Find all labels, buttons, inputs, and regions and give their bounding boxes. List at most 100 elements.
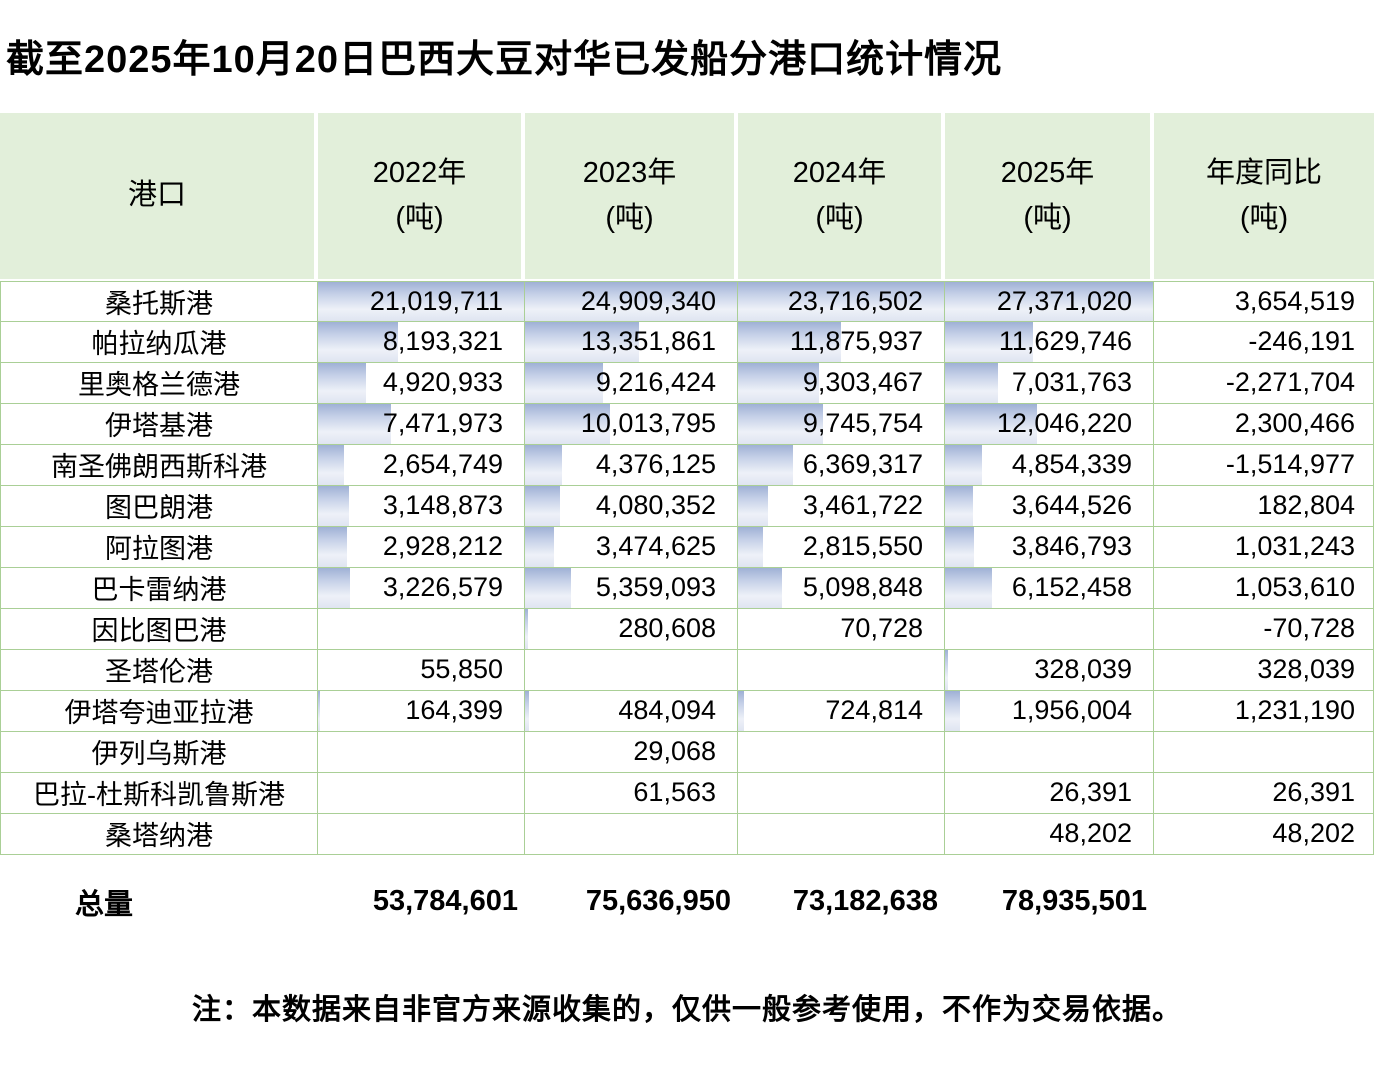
yoy-text: 1,231,190: [1234, 695, 1355, 726]
value-text: 4,080,352: [595, 490, 716, 521]
table-body: 桑托斯港 21,019,711 24,909,340 23,716,502 27,371…: [0, 280, 1374, 855]
value-cell: 11,875,937: [738, 321, 945, 363]
col-header-unit: (吨): [1239, 201, 1289, 234]
value-text: 724,814: [825, 695, 923, 726]
data-bar: [525, 281, 737, 321]
value-text: 29,068: [633, 736, 716, 767]
value-text: 21,019,711: [369, 285, 503, 316]
yoy-text: 2,300,466: [1234, 408, 1355, 439]
yoy-cell: -1,514,977: [1154, 444, 1374, 486]
yoy-text: 328,039: [1257, 654, 1355, 685]
table-row: 巴卡雷纳港 3,226,579 5,359,093 5,098,848 6,152,45…: [0, 567, 1374, 609]
data-bar: [945, 526, 975, 567]
port-name-cell: 桑托斯港: [0, 280, 318, 322]
value-text: 2,654,749: [382, 449, 503, 480]
col-header-unit: (吨): [1023, 201, 1072, 234]
value-text: 7,031,763: [1011, 367, 1132, 398]
col-header-title: 2022年: [372, 156, 467, 189]
table-row: 桑塔纳港 48,202 48,202: [0, 813, 1374, 855]
totals-2023: 75,636,950: [585, 885, 731, 918]
value-cell: [738, 649, 945, 691]
table-row: 里奥格兰德港 4,920,933 9,216,424 9,303,467 7,031,7…: [0, 362, 1374, 404]
yoy-cell: 48,202: [1154, 813, 1374, 855]
table-row: 南圣佛朗西斯科港 2,654,749 4,376,125 6,369,317 4,854…: [0, 444, 1374, 486]
port-name-cell: 帕拉纳瓜港: [0, 321, 318, 363]
data-bar: [945, 403, 1037, 444]
yoy-text: -2,271,704: [1225, 367, 1355, 398]
value-text: 3,474,625: [595, 531, 716, 562]
footnote: 注：本数据来自非官方来源收集的，仅供一般参考使用，不作为交易依据。: [191, 993, 1182, 1026]
data-bar: [318, 403, 392, 444]
yoy-text: 48,202: [1272, 818, 1355, 849]
totals-2024: 73,182,638: [792, 885, 938, 918]
data-bar: [318, 444, 344, 485]
value-cell: [945, 608, 1154, 650]
totals-2025: 78,935,501: [1001, 885, 1147, 918]
yoy-cell: -70,728: [1154, 608, 1374, 650]
value-text: 4,376,125: [595, 449, 716, 480]
value-cell: 4,376,125: [525, 444, 738, 486]
yoy-cell: -2,271,704: [1154, 362, 1374, 404]
value-text: 9,303,467: [802, 367, 923, 398]
yoy-cell: 1,053,610: [1154, 567, 1374, 609]
data-bar: [318, 281, 524, 321]
data-bar: [945, 690, 960, 731]
value-cell: 29,068: [525, 731, 738, 773]
yoy-text: 26,391: [1272, 777, 1355, 808]
value-text: 7,471,973: [382, 408, 503, 439]
data-bar: [525, 608, 529, 649]
value-cell: 3,461,722: [738, 485, 945, 527]
data-bar: [738, 485, 769, 526]
value-cell: 5,359,093: [525, 567, 738, 609]
value-text: 48,202: [1049, 818, 1132, 849]
value-cell: 24,909,340: [525, 280, 738, 322]
table-row: 桑托斯港 21,019,711 24,909,340 23,716,502 27,371…: [0, 280, 1374, 322]
table-row: 圣塔伦港 55,850 328,039 328,039: [0, 649, 1374, 691]
header-row: 港口 2022年 (吨) 2023年 (吨) 2024年 (吨) 2025年: [0, 112, 1374, 281]
value-text: 26,391: [1049, 777, 1132, 808]
value-text: 23,716,502: [787, 285, 923, 316]
data-bar: [318, 690, 321, 731]
data-bar: [738, 281, 944, 321]
value-cell: [318, 772, 525, 814]
value-text: 70,728: [840, 613, 923, 644]
data-bar: [945, 485, 973, 526]
value-cell: 13,351,861: [525, 321, 738, 363]
data-bar: [738, 690, 745, 731]
value-cell: 8,193,321: [318, 321, 525, 363]
value-cell: 3,644,526: [945, 485, 1154, 527]
value-text: 4,920,933: [382, 367, 503, 398]
value-cell: 48,202: [945, 813, 1154, 855]
port-name-cell: 南圣佛朗西斯科港: [0, 444, 318, 486]
value-cell: 55,850: [318, 649, 525, 691]
port-name-cell: 因比图巴港: [0, 608, 318, 650]
data-bar: [945, 321, 1034, 362]
col-header-2022: 2022年 (吨): [318, 112, 525, 281]
value-cell: 5,098,848: [738, 567, 945, 609]
value-cell: 7,031,763: [945, 362, 1154, 404]
value-cell: 3,846,793: [945, 526, 1154, 568]
value-cell: 10,013,795: [525, 403, 738, 445]
value-text: 280,608: [618, 613, 716, 644]
yoy-cell: 1,231,190: [1154, 690, 1374, 732]
col-header-title: 港口: [127, 179, 186, 212]
col-header-title: 2025年: [1000, 156, 1095, 189]
value-cell: 724,814: [738, 690, 945, 732]
value-cell: 280,608: [525, 608, 738, 650]
value-cell: 11,629,746: [945, 321, 1154, 363]
value-text: 13,351,861: [580, 326, 716, 357]
col-header-title: 2023年: [582, 156, 677, 189]
yoy-cell: 182,804: [1154, 485, 1374, 527]
data-bar: [525, 403, 611, 444]
totals-row: 总量 53,784,601 75,636,950 73,182,638 78,9…: [0, 876, 1374, 928]
value-text: 484,094: [618, 695, 716, 726]
table-row: 伊列乌斯港 29,068: [0, 731, 1374, 773]
yoy-text: 1,031,243: [1234, 531, 1355, 562]
value-text: 3,644,526: [1011, 490, 1132, 521]
col-header-2025: 2025年 (吨): [945, 112, 1154, 281]
port-name-cell: 伊列乌斯港: [0, 731, 318, 773]
value-cell: 23,716,502: [738, 280, 945, 322]
yoy-cell: 1,031,243: [1154, 526, 1374, 568]
value-text: 5,359,093: [595, 572, 716, 603]
